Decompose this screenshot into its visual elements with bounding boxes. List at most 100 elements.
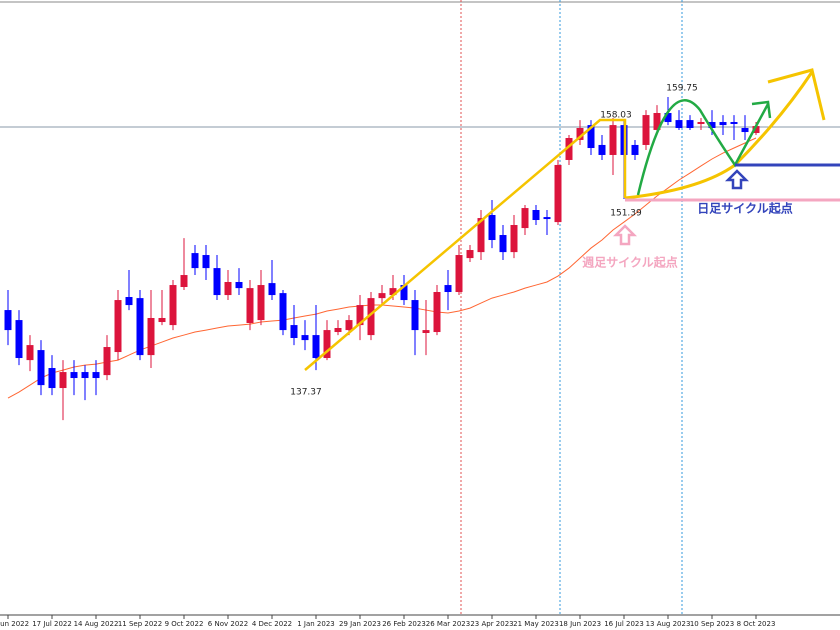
candle-body bbox=[708, 122, 716, 129]
candle-body bbox=[323, 330, 331, 359]
x-tick-label: 10 Sep 2023 bbox=[690, 620, 734, 628]
candle-body bbox=[235, 281, 243, 289]
x-tick-label: 13 Aug 2023 bbox=[646, 620, 691, 628]
candle-body bbox=[576, 128, 584, 140]
candle-body bbox=[48, 368, 56, 389]
candle-body bbox=[400, 285, 408, 301]
price-label: 159.75 bbox=[666, 84, 698, 94]
candle-body bbox=[499, 235, 507, 253]
x-tick-label: 23 Apr 2023 bbox=[470, 620, 513, 628]
candle-body bbox=[433, 292, 441, 333]
x-tick-label: 6 Nov 2022 bbox=[208, 620, 248, 628]
x-tick-label: 4 Dec 2022 bbox=[252, 620, 292, 628]
candle-body bbox=[653, 112, 661, 130]
candle-body bbox=[488, 215, 496, 241]
candle-body bbox=[334, 328, 342, 333]
weekly-cycle-label: 週足サイクル起点 bbox=[582, 255, 677, 270]
candle-body bbox=[180, 275, 188, 287]
green-cycle bbox=[636, 99, 770, 196]
candle-body bbox=[730, 122, 738, 124]
up-arrow-icon bbox=[612, 224, 638, 246]
candle-body bbox=[59, 372, 67, 389]
x-tick-label: 29 Jan 2023 bbox=[339, 620, 381, 628]
candle-body bbox=[444, 285, 452, 293]
x-tick-label: 26 Mar 2023 bbox=[426, 620, 470, 628]
candle-body bbox=[587, 125, 595, 149]
candle-body bbox=[279, 293, 287, 331]
candle-body bbox=[664, 112, 672, 123]
candle-body bbox=[554, 164, 562, 223]
candle-body bbox=[290, 325, 298, 339]
candle-body bbox=[609, 125, 617, 155]
x-tick-label: 18 Jun 2023 bbox=[559, 620, 601, 628]
candle-body bbox=[565, 138, 573, 160]
x-tick-label: 11 Sep 2022 bbox=[118, 620, 162, 628]
candle-body bbox=[158, 317, 166, 323]
candle-body bbox=[125, 297, 133, 306]
price-label: 137.37 bbox=[290, 388, 322, 398]
candle-body bbox=[543, 217, 551, 220]
drawings bbox=[304, 68, 840, 371]
candle-body bbox=[686, 120, 694, 129]
candle-body bbox=[477, 218, 485, 253]
daily-cycle-label: 日足サイクル起点 bbox=[697, 201, 792, 216]
candle-body bbox=[422, 330, 430, 334]
candle-body bbox=[521, 208, 529, 229]
candle-body bbox=[92, 372, 100, 379]
x-tick-label: 19 Jun 2022 bbox=[0, 620, 29, 628]
candle-body bbox=[301, 335, 309, 341]
candle-body bbox=[741, 128, 749, 133]
x-tick-label: 1 Jan 2023 bbox=[297, 620, 335, 628]
x-tick-label: 9 Oct 2022 bbox=[165, 620, 204, 628]
x-tick-label: 26 Feb 2023 bbox=[382, 620, 426, 628]
candle-body bbox=[81, 372, 89, 379]
price-label: 158.03 bbox=[600, 111, 632, 121]
x-tick-label: 17 Jul 2022 bbox=[32, 620, 72, 628]
candle-body bbox=[312, 335, 320, 359]
candle-body bbox=[202, 255, 210, 269]
candle-body bbox=[268, 283, 276, 296]
candle-body bbox=[675, 120, 683, 129]
arrow-head bbox=[751, 100, 772, 119]
candle-body bbox=[389, 288, 397, 296]
candle-body bbox=[752, 126, 760, 134]
candle-body bbox=[510, 225, 518, 253]
candle-body bbox=[719, 122, 727, 126]
candle-body bbox=[631, 144, 639, 155]
candle-body bbox=[15, 320, 23, 359]
up-arrow-icon bbox=[724, 169, 750, 190]
candle-body bbox=[598, 144, 606, 155]
x-tick-label: 14 Aug 2022 bbox=[74, 620, 119, 628]
candle-body bbox=[70, 372, 78, 379]
candle-body bbox=[345, 320, 353, 331]
candle-body bbox=[356, 305, 364, 326]
candle-body bbox=[378, 293, 386, 299]
candle-body bbox=[257, 285, 265, 321]
trend-line bbox=[304, 118, 627, 371]
arrow-head bbox=[767, 68, 826, 121]
x-tick-label: 8 Oct 2023 bbox=[737, 620, 776, 628]
candle-body bbox=[224, 281, 232, 296]
candle-body bbox=[37, 350, 45, 386]
candle-body bbox=[169, 285, 177, 326]
candle-body bbox=[697, 122, 705, 124]
candle-body bbox=[213, 268, 221, 296]
candle-body bbox=[466, 250, 474, 259]
candle-body bbox=[103, 347, 111, 376]
candle-body bbox=[114, 300, 122, 353]
candle-body bbox=[147, 317, 155, 356]
x-tick-label: 21 May 2023 bbox=[513, 620, 559, 628]
candle-body bbox=[367, 298, 375, 336]
candle-body bbox=[136, 298, 144, 356]
candle-body bbox=[411, 300, 419, 331]
candle-body bbox=[191, 253, 199, 269]
candle-body bbox=[4, 310, 12, 331]
candle-body bbox=[642, 115, 650, 145]
candle-body bbox=[455, 255, 463, 293]
x-tick-label: 16 Jul 2023 bbox=[604, 620, 644, 628]
candle-body bbox=[532, 210, 540, 221]
candle-body bbox=[246, 288, 254, 323]
price-label: 151.39 bbox=[610, 209, 642, 219]
